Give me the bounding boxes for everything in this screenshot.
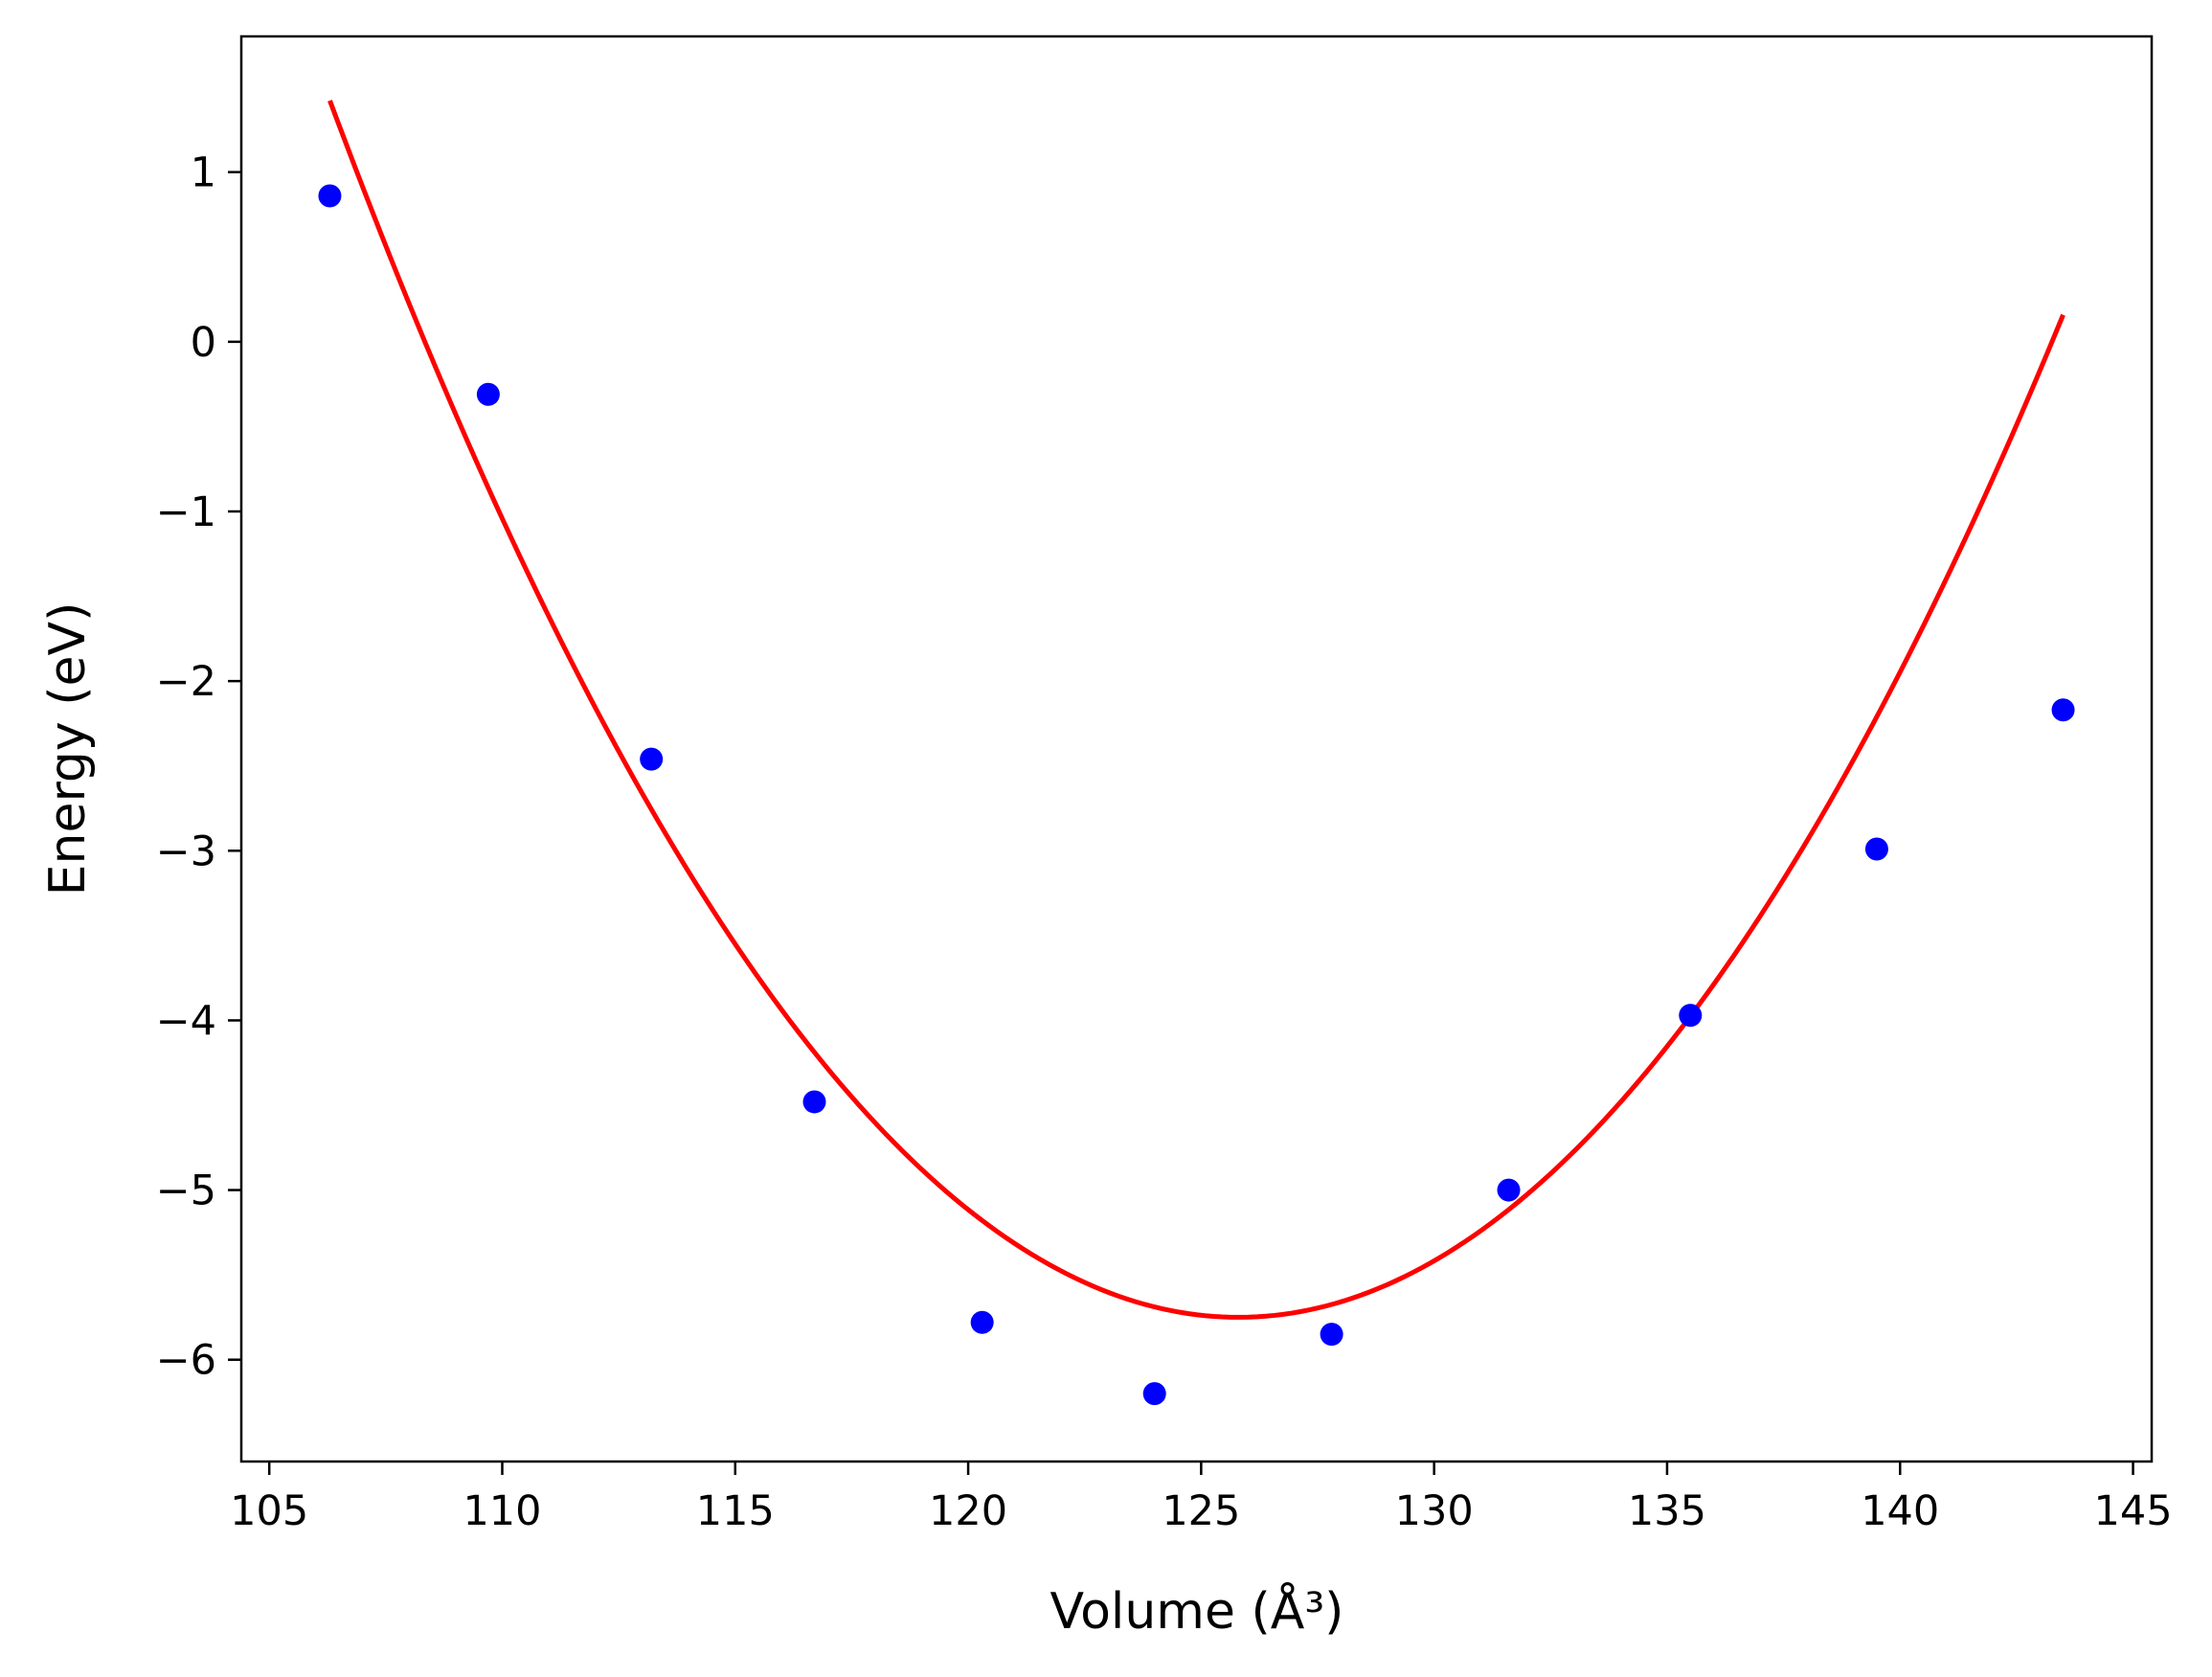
y-axis-ticks: 1 0 −1 −2 −3 −4 −5 −6 <box>156 149 241 1385</box>
y-tick-label: −1 <box>156 488 216 536</box>
data-point <box>476 382 500 406</box>
y-tick-label: −5 <box>156 1167 216 1215</box>
y-tick-label: −3 <box>156 827 216 875</box>
x-axis-label-text: Volume (Å³) <box>1050 1581 1344 1641</box>
y-tick-label: −2 <box>156 658 216 706</box>
x-tick-label: 120 <box>929 1487 1007 1535</box>
x-axis-label: Volume (Å³) <box>1050 1581 1344 1641</box>
x-tick-label: 145 <box>2093 1487 2172 1535</box>
data-point <box>640 747 664 771</box>
x-tick-label: 125 <box>1162 1487 1240 1535</box>
x-tick-label: 135 <box>1628 1487 1706 1535</box>
y-tick-label: −6 <box>156 1337 216 1385</box>
data-point <box>1142 1382 1166 1406</box>
series-layer <box>318 100 2075 1406</box>
y-axis-label: Energy (eV) <box>39 602 97 896</box>
y-axis-label-text: Energy (eV) <box>39 602 97 896</box>
x-axis-ticks: 105 110 115 120 125 130 135 140 145 <box>230 1462 2173 1535</box>
data-point <box>2051 698 2075 722</box>
x-tick-label: 140 <box>1861 1487 1939 1535</box>
data-point <box>318 184 342 208</box>
data-point <box>802 1090 826 1114</box>
data-point <box>1320 1323 1343 1347</box>
x-tick-label: 110 <box>463 1487 541 1535</box>
plot-area-frame <box>239 34 2154 1463</box>
x-tick-label: 105 <box>230 1487 308 1535</box>
y-tick-label: 0 <box>191 319 216 367</box>
x-tick-label: 115 <box>696 1487 775 1535</box>
y-tick-label: 1 <box>191 149 216 197</box>
data-point <box>970 1310 994 1334</box>
data-point <box>1497 1178 1521 1202</box>
data-point <box>1864 837 1888 861</box>
data-point <box>1679 1004 1703 1028</box>
x-tick-label: 130 <box>1395 1487 1474 1535</box>
y-tick-label: −4 <box>156 997 216 1045</box>
fit-curve <box>327 100 2065 1320</box>
